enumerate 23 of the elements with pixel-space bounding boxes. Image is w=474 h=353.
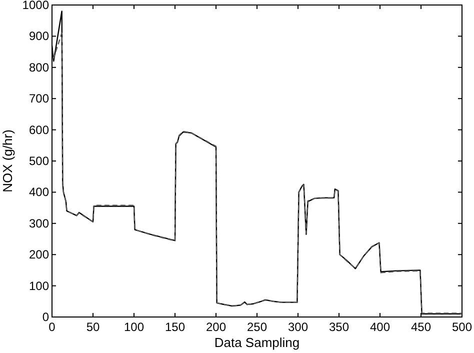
y-tick-label: 400 bbox=[28, 185, 50, 200]
y-tick-label: 800 bbox=[28, 60, 50, 74]
y-tick-label: 700 bbox=[28, 92, 50, 106]
y-axis-title: NOX (g/hr) bbox=[0, 130, 15, 192]
x-tick-label: 350 bbox=[328, 320, 350, 334]
y-tick-label: 200 bbox=[28, 248, 50, 262]
x-tick-label: 400 bbox=[370, 320, 390, 334]
x-axis-title: Data Sampling bbox=[214, 335, 300, 350]
y-tick-label: 900 bbox=[28, 29, 50, 44]
x-tick-label: 100 bbox=[124, 320, 144, 334]
y-tick-label: 300 bbox=[28, 216, 50, 230]
x-tick-label: 500 bbox=[452, 320, 472, 334]
x-tick-label: 250 bbox=[246, 320, 268, 334]
y-tick-label: 1000 bbox=[22, 0, 50, 12]
x-tick-label: 450 bbox=[410, 320, 432, 334]
y-tick-label: 0 bbox=[42, 310, 50, 324]
x-tick-label: 300 bbox=[288, 320, 308, 334]
y-tick-label: 100 bbox=[28, 278, 50, 293]
x-tick-label: 200 bbox=[206, 320, 226, 334]
x-tick-label: 150 bbox=[164, 320, 186, 334]
y-tick-label: 600 bbox=[28, 122, 50, 137]
y-tick-label: 500 bbox=[28, 154, 50, 168]
x-tick-label: 50 bbox=[86, 320, 100, 334]
